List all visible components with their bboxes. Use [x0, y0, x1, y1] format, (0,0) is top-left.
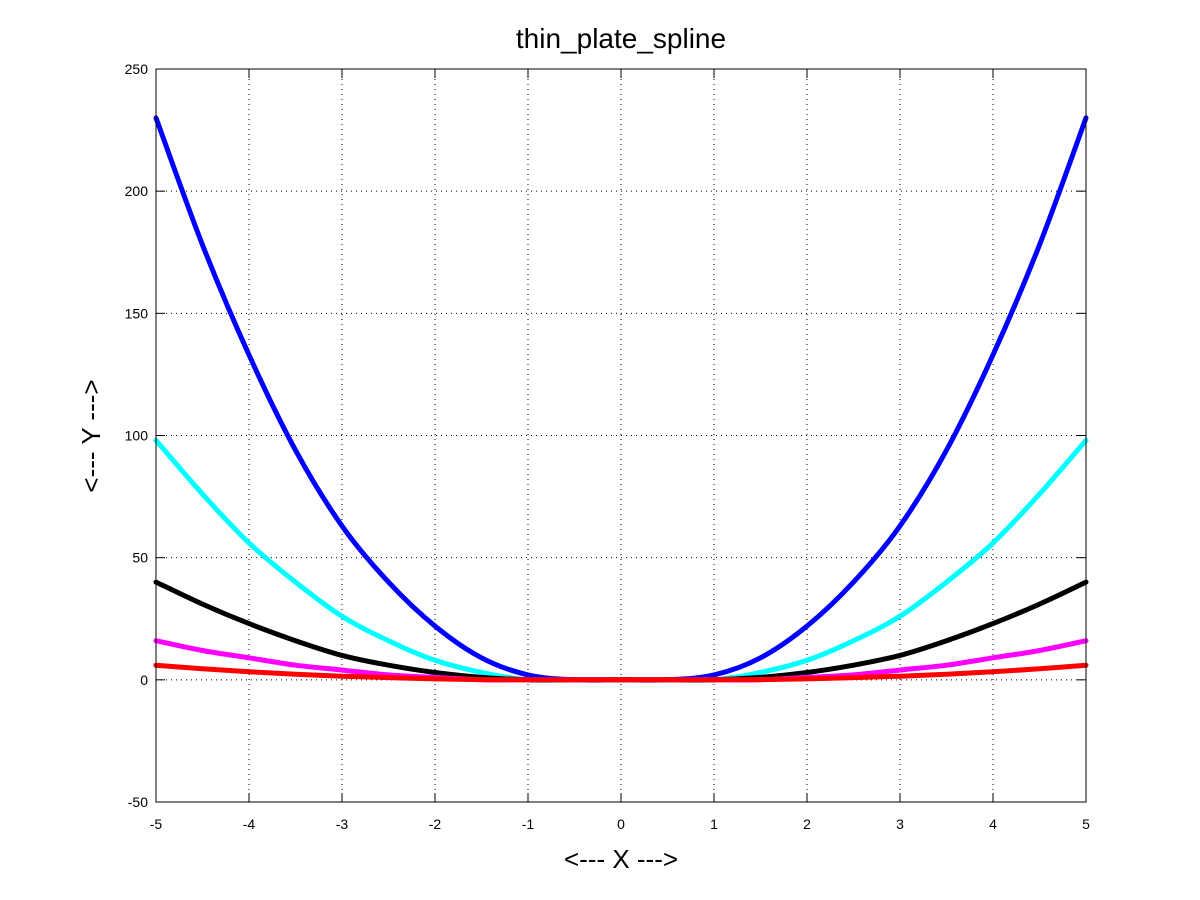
- x-axis: -5 -4 -3 -2 -1 0 1 2 3 4 5: [150, 69, 1090, 832]
- chart-title: thin_plate_spline: [516, 23, 726, 54]
- y-tick-label: -50: [128, 794, 148, 810]
- y-tick-label: 200: [125, 183, 149, 199]
- y-tick-label: 0: [140, 672, 148, 688]
- y-tick-label: 100: [125, 428, 149, 444]
- series-layer: [153, 115, 1089, 683]
- x-tick-label: 0: [617, 816, 625, 832]
- x-tick-label: 1: [710, 816, 718, 832]
- y-tick-label: 250: [125, 61, 149, 77]
- x-tick-label: -4: [243, 816, 256, 832]
- x-axis-title: <--- X --->: [564, 844, 678, 874]
- y-tick-label: 150: [125, 305, 149, 321]
- x-tick-label: -2: [429, 816, 442, 832]
- x-tick-label: 3: [896, 816, 904, 832]
- x-tick-label: -5: [150, 816, 163, 832]
- x-tick-label: -1: [522, 816, 535, 832]
- y-axis-title: <--- Y --->: [76, 379, 106, 492]
- x-tick-label: 2: [803, 816, 811, 832]
- x-tick-label: 5: [1082, 816, 1090, 832]
- x-tick-label: 4: [989, 816, 997, 832]
- y-axis: -50 0 50 100 150 200 250: [125, 61, 1086, 810]
- x-tick-label: -3: [336, 816, 349, 832]
- y-tick-label: 50: [132, 550, 148, 566]
- series-line-5: [153, 662, 1089, 683]
